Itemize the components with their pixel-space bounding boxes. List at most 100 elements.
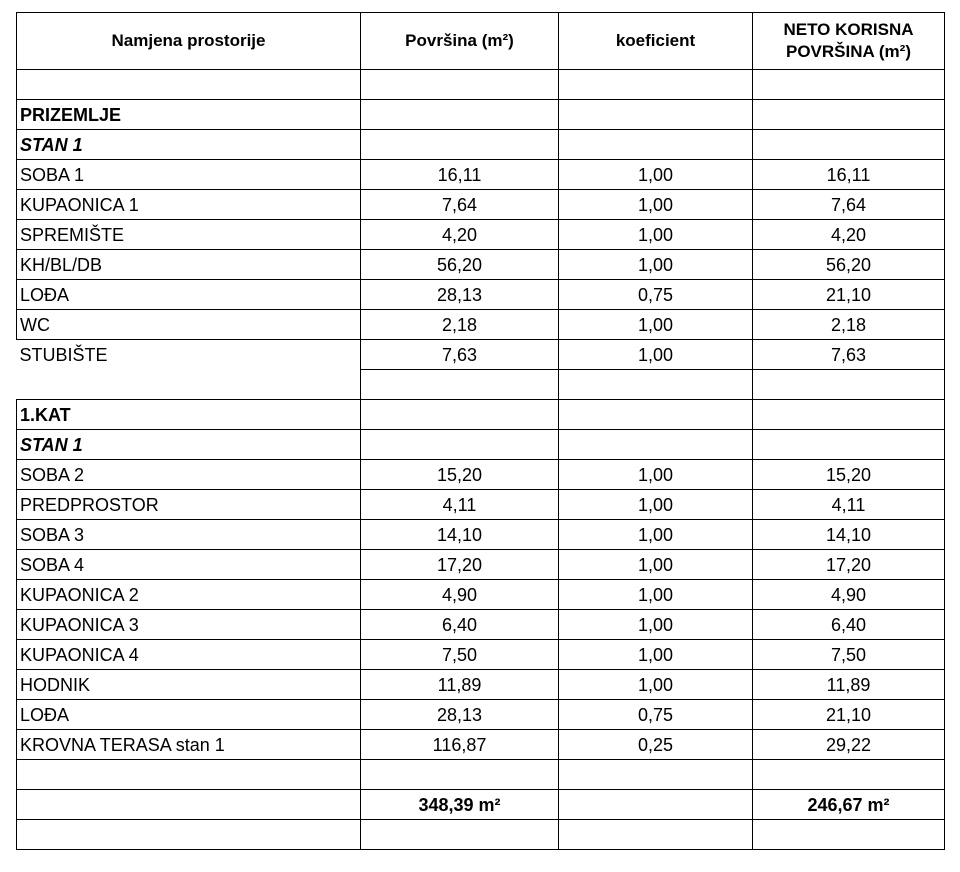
room-net: 11,89 [752,669,945,700]
room-coef: 1,00 [558,489,753,520]
table-row: SOBA 1 16,11 1,00 16,11 [16,159,945,190]
room-area: 11,89 [360,669,559,700]
table-row: LOĐA 28,13 0,75 21,10 [16,279,945,310]
area-table: Namjena prostorije Površina (m²) koefici… [16,12,945,850]
floor-label: PRIZEMLJE [16,99,361,130]
room-coef: 1,00 [558,309,753,340]
room-coef: 1,00 [558,579,753,610]
table-row: KUPAONICA 1 7,64 1,00 7,64 [16,189,945,220]
room-net: 16,11 [752,159,945,190]
area-table-sheet: Namjena prostorije Površina (m²) koefici… [16,12,945,850]
table-row: KH/BL/DB 56,20 1,00 56,20 [16,249,945,280]
room-net: 2,18 [752,309,945,340]
room-name: KUPAONICA 4 [16,639,361,670]
room-coef: 1,00 [558,219,753,250]
room-net: 6,40 [752,609,945,640]
table-row: KUPAONICA 4 7,50 1,00 7,50 [16,639,945,670]
room-name: LOĐA [16,699,361,730]
room-coef: 1,00 [558,249,753,280]
room-name: LOĐA [16,279,361,310]
room-area: 4,20 [360,219,559,250]
table-row: SOBA 2 15,20 1,00 15,20 [16,459,945,490]
room-area: 28,13 [360,699,559,730]
room-net: 4,20 [752,219,945,250]
room-area: 7,64 [360,189,559,220]
table-header-row: Namjena prostorije Površina (m²) koefici… [16,12,945,70]
table-row: HODNIK 11,89 1,00 11,89 [16,669,945,700]
empty-row [16,69,945,100]
room-name: SOBA 3 [16,519,361,550]
room-net: 21,10 [752,699,945,730]
room-area: 116,87 [360,729,559,760]
header-namjena: Namjena prostorije [16,12,361,70]
room-net: 21,10 [752,279,945,310]
header-koeficient: koeficient [558,12,753,70]
unit-label: STAN 1 [16,129,361,160]
room-area: 7,50 [360,639,559,670]
total-net: 246,67 m² [752,789,945,820]
unit-label: STAN 1 [16,429,361,460]
room-name: WC [16,309,361,340]
room-coef: 1,00 [558,339,753,370]
room-name: SPREMIŠTE [16,219,361,250]
room-name: KUPAONICA 1 [16,189,361,220]
total-area: 348,39 m² [360,789,559,820]
room-name: KH/BL/DB [16,249,361,280]
room-coef: 0,75 [558,279,753,310]
unit-row: STAN 1 [16,129,945,160]
room-net: 17,20 [752,549,945,580]
room-name: SOBA 4 [16,549,361,580]
room-area: 14,10 [360,519,559,550]
room-name: KROVNA TERASA stan 1 [16,729,361,760]
room-name: KUPAONICA 3 [16,609,361,640]
room-coef: 0,25 [558,729,753,760]
empty-row [16,369,945,400]
room-name: STUBIŠTE [16,339,361,370]
room-coef: 1,00 [558,459,753,490]
table-row: SOBA 4 17,20 1,00 17,20 [16,549,945,580]
empty-row [16,819,945,850]
room-name: HODNIK [16,669,361,700]
room-area: 17,20 [360,549,559,580]
room-net: 29,22 [752,729,945,760]
room-area: 2,18 [360,309,559,340]
room-net: 7,63 [752,339,945,370]
room-area: 28,13 [360,279,559,310]
room-coef: 1,00 [558,549,753,580]
room-area: 16,11 [360,159,559,190]
room-area: 15,20 [360,459,559,490]
table-row: SPREMIŠTE 4,20 1,00 4,20 [16,219,945,250]
room-net: 4,11 [752,489,945,520]
room-name: SOBA 1 [16,159,361,190]
header-neto: NETO KORISNA POVRŠINA (m²) [752,12,945,70]
room-coef: 1,00 [558,189,753,220]
room-coef: 0,75 [558,699,753,730]
empty-row [16,759,945,790]
room-name: PREDPROSTOR [16,489,361,520]
table-row: LOĐA 28,13 0,75 21,10 [16,699,945,730]
unit-row: STAN 1 [16,429,945,460]
room-area: 56,20 [360,249,559,280]
room-net: 4,90 [752,579,945,610]
table-row: WC 2,18 1,00 2,18 [16,309,945,340]
room-coef: 1,00 [558,519,753,550]
floor-row: 1.KAT [16,399,945,430]
table-row: KUPAONICA 2 4,90 1,00 4,90 [16,579,945,610]
room-net: 14,10 [752,519,945,550]
floor-label: 1.KAT [16,399,361,430]
room-name: SOBA 2 [16,459,361,490]
totals-row: 348,39 m² 246,67 m² [16,789,945,820]
room-net: 56,20 [752,249,945,280]
table-row: PREDPROSTOR 4,11 1,00 4,11 [16,489,945,520]
room-net: 15,20 [752,459,945,490]
room-coef: 1,00 [558,639,753,670]
room-coef: 1,00 [558,609,753,640]
header-povrsina: Površina (m²) [360,12,559,70]
room-area: 6,40 [360,609,559,640]
room-area: 4,11 [360,489,559,520]
table-row: KUPAONICA 3 6,40 1,00 6,40 [16,609,945,640]
room-area: 7,63 [360,339,559,370]
floor-row: PRIZEMLJE [16,99,945,130]
room-net: 7,50 [752,639,945,670]
room-coef: 1,00 [558,159,753,190]
